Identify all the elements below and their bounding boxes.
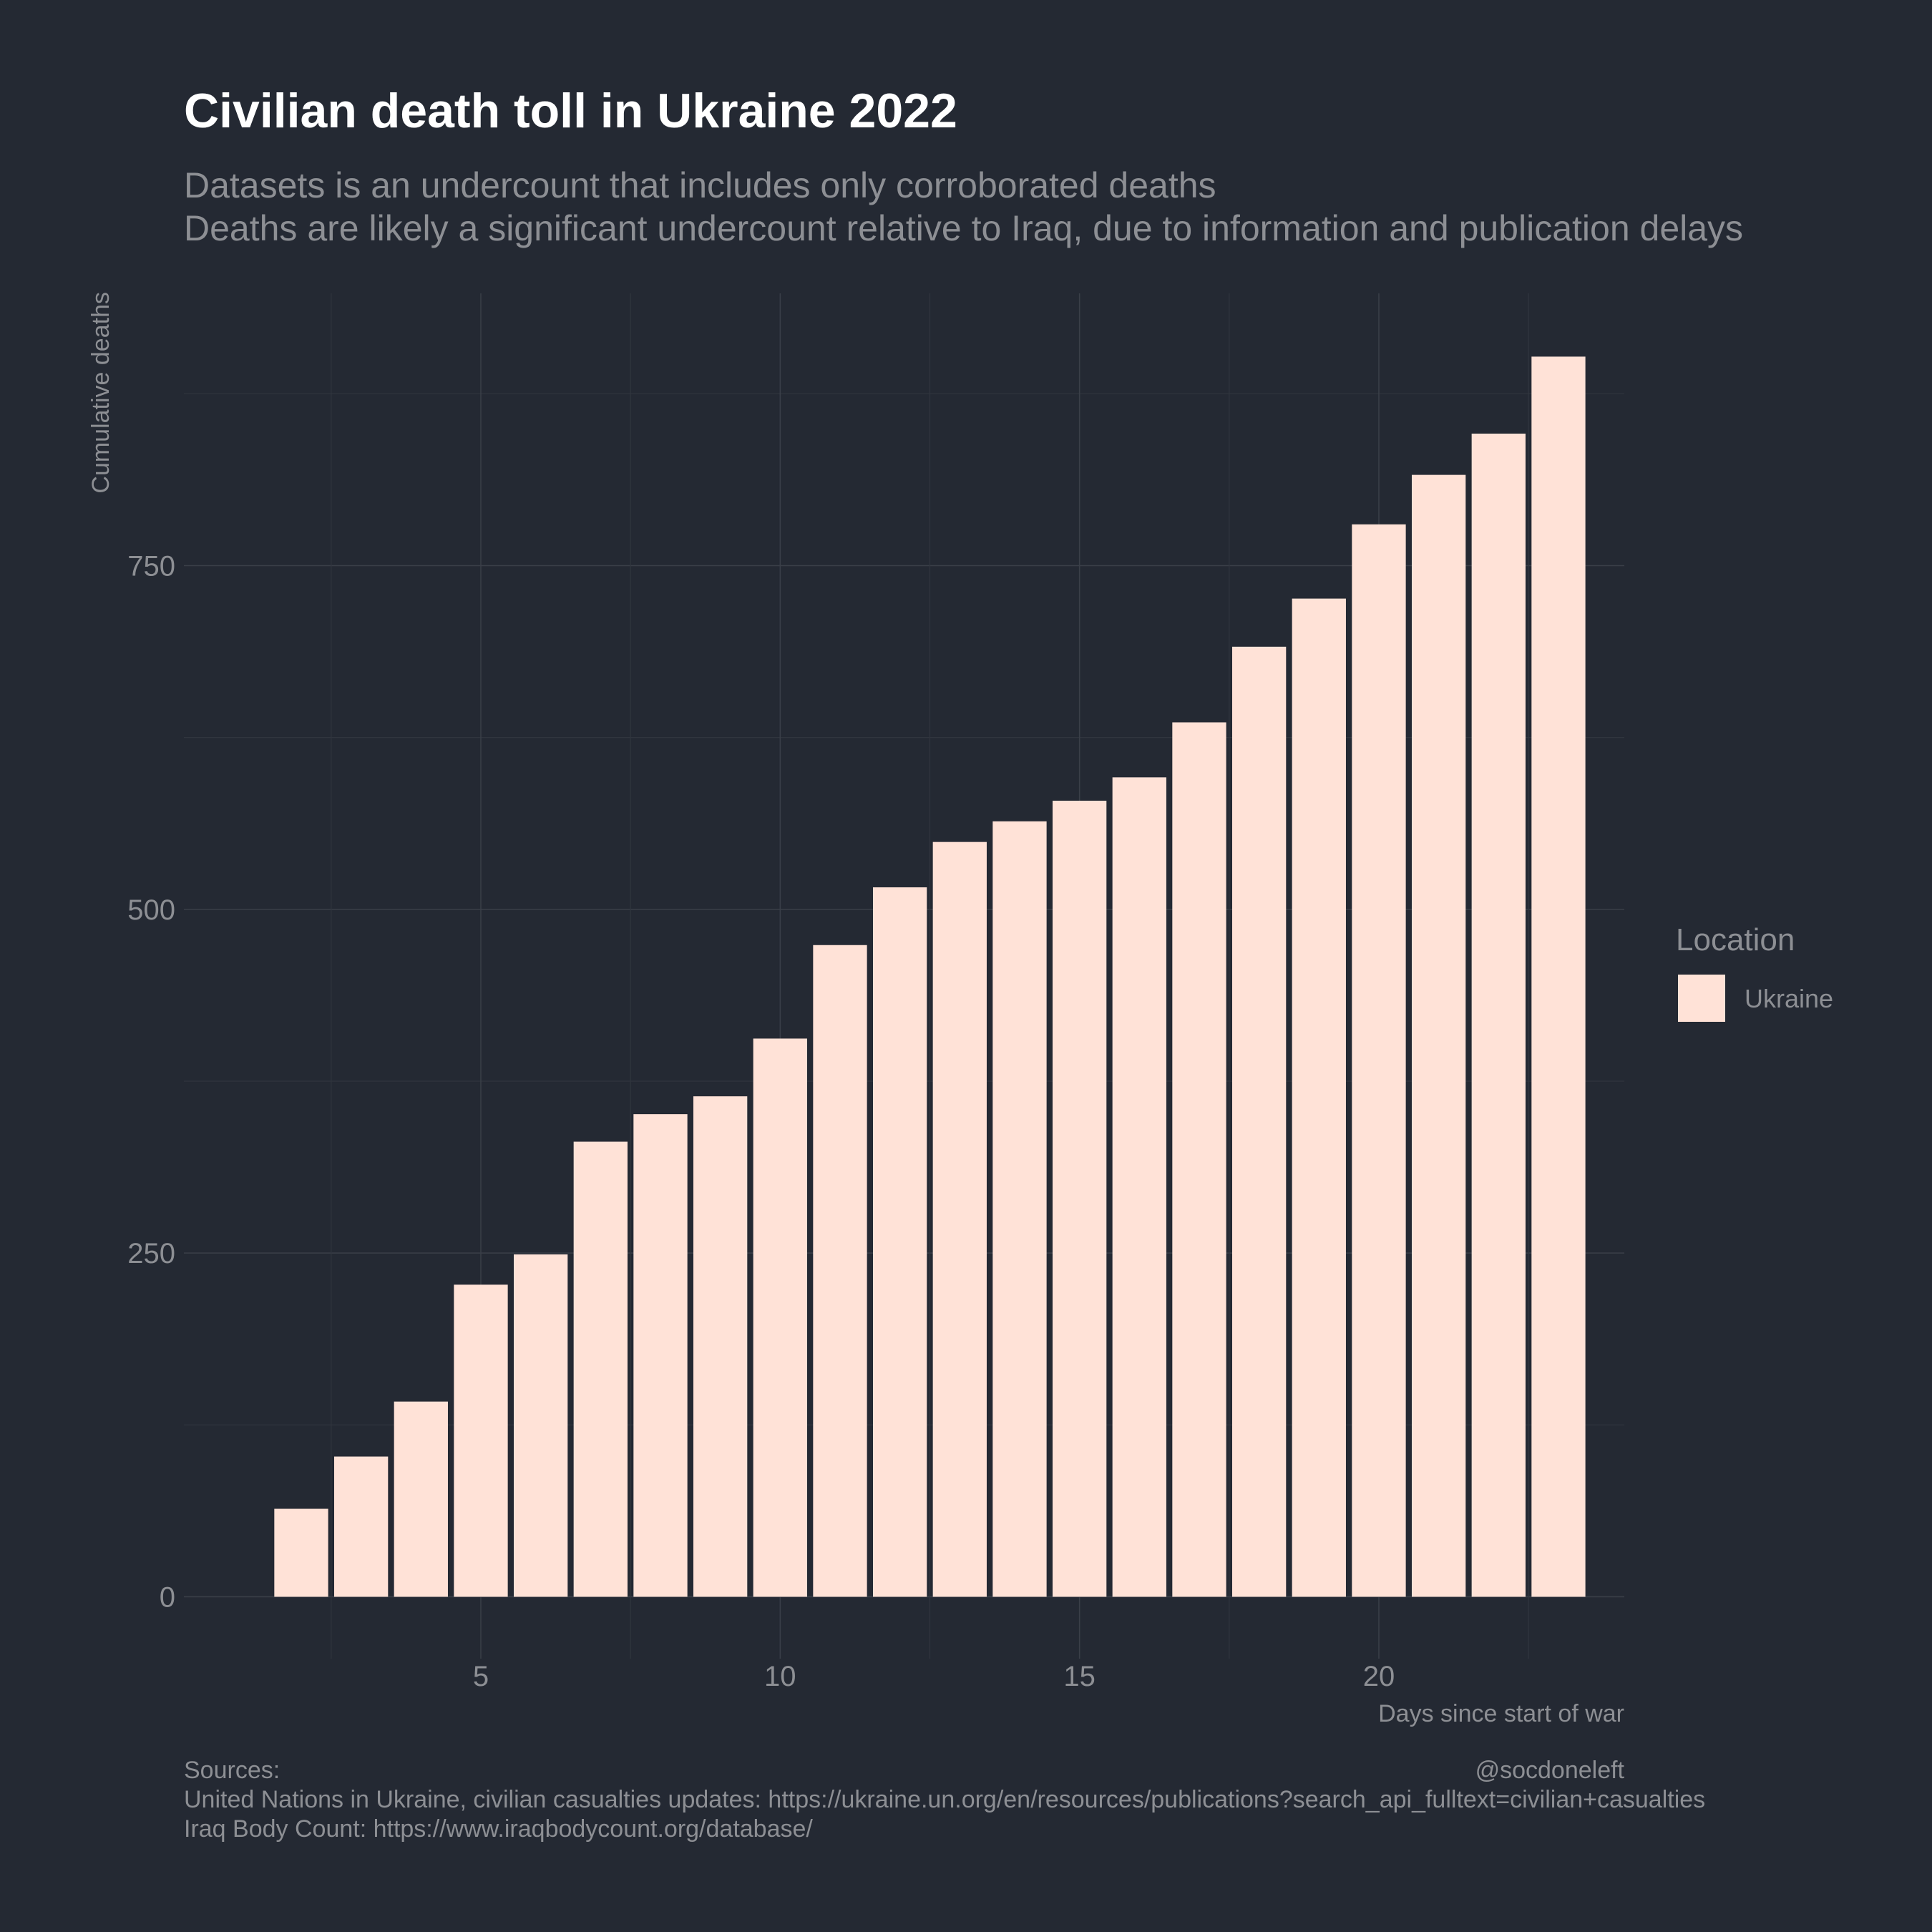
- bar: [513, 1254, 568, 1597]
- caption-line-1: Sources:: [184, 1757, 280, 1784]
- caption-line-3: Iraq Body Count: https://www.iraqbodycou…: [184, 1815, 813, 1843]
- bar: [454, 1284, 508, 1597]
- bar: [813, 945, 867, 1597]
- x-tick-label: 15: [1063, 1661, 1096, 1692]
- y-tick-label: 500: [127, 894, 175, 926]
- bar: [872, 887, 927, 1597]
- bar: [1531, 356, 1586, 1597]
- bar: [1052, 801, 1107, 1597]
- y-axis-title: Cumulative deaths: [87, 292, 114, 494]
- bar: [573, 1141, 628, 1597]
- y-tick-label: 750: [127, 550, 175, 582]
- bar: [1292, 598, 1346, 1597]
- bar: [1172, 722, 1226, 1597]
- tick-labels: 0 250 500 750 5 10 15 20: [127, 550, 1395, 1692]
- chart-subtitle-line-2: Deaths are likely a significant undercou…: [184, 208, 1743, 248]
- caption-credit: @socdoneleft: [1475, 1757, 1625, 1784]
- legend-key-ukraine: [1678, 975, 1725, 1022]
- bar: [693, 1096, 748, 1597]
- bar: [992, 821, 1047, 1597]
- bar: [932, 841, 987, 1597]
- chart-subtitle-line-1: Datasets is an undercount that includes …: [184, 165, 1216, 205]
- x-tick-label: 5: [473, 1661, 489, 1692]
- x-axis-title: Days since start of war: [1378, 1700, 1624, 1727]
- legend-label-ukraine: Ukraine: [1745, 984, 1833, 1013]
- bars: [274, 356, 1586, 1597]
- bar: [334, 1456, 389, 1597]
- bar: [753, 1038, 807, 1597]
- bar: [394, 1401, 448, 1597]
- bar: [1352, 524, 1406, 1597]
- legend: Location Ukraine: [1676, 922, 1833, 1022]
- legend-title: Location: [1676, 922, 1795, 957]
- bar: [274, 1508, 328, 1597]
- caption: Sources: United Nations in Ukraine, civi…: [184, 1757, 1705, 1843]
- y-tick-label: 0: [160, 1582, 175, 1614]
- y-tick-label: 250: [127, 1238, 175, 1269]
- bar: [1411, 474, 1466, 1597]
- x-tick-label: 10: [764, 1661, 796, 1692]
- caption-line-2: United Nations in Ukraine, civilian casu…: [184, 1786, 1705, 1813]
- chart-title: Civilian death toll in Ukraine 2022: [184, 84, 957, 138]
- bar: [1471, 433, 1526, 1597]
- x-tick-label: 20: [1363, 1661, 1395, 1692]
- bar: [1112, 777, 1166, 1597]
- bar: [633, 1114, 688, 1597]
- bar: [1231, 646, 1287, 1597]
